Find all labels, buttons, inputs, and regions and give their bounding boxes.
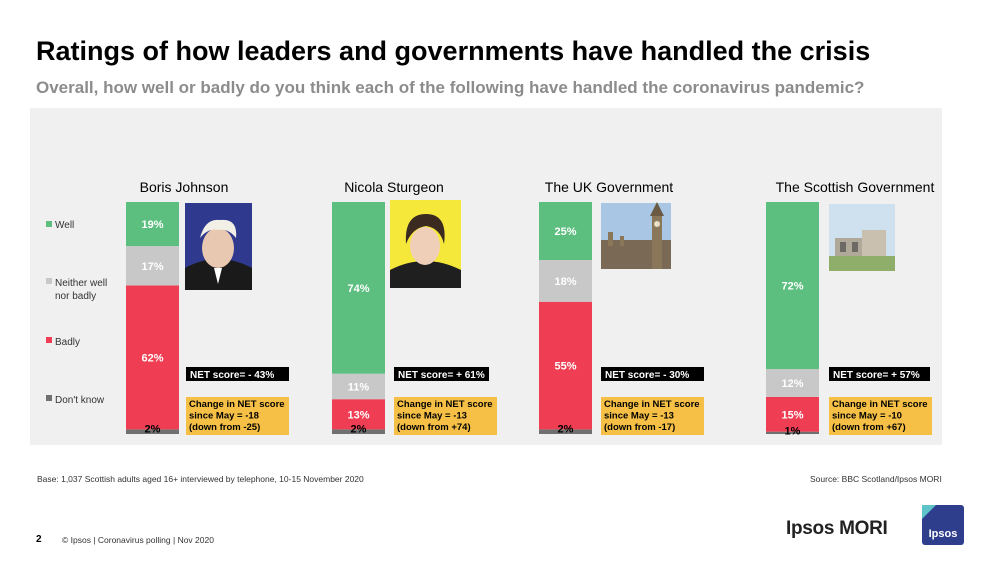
bar-segment-badly [766, 396, 819, 432]
data-label-badly: 13% [347, 409, 369, 421]
change-text: Change in NET score since May = -13 (dow… [604, 399, 702, 433]
bar-segment-badly [126, 285, 179, 430]
change-line-1: Change in NET score [397, 399, 493, 410]
net-score-box [186, 367, 289, 381]
change-line-3: (down from +67) [832, 422, 906, 433]
data-label-dont-know: 2% [558, 423, 574, 435]
footer-copyright: © Ipsos | Coronavirus polling | Nov 2020 [62, 535, 214, 545]
footer-source: Source: BBC Scotland/Ipsos MORI [810, 474, 942, 484]
bar-segment-badly [332, 399, 385, 430]
data-label-neither: 17% [141, 261, 163, 273]
data-label-well: 25% [554, 226, 576, 238]
net-score-text: NET score= - 30% [605, 370, 689, 381]
net-score-text: NET score= - 43% [190, 370, 274, 381]
change-line-1: Change in NET score [189, 399, 285, 410]
change-text: Change in NET score since May = -18 (dow… [189, 399, 287, 433]
bar-segment-well [766, 202, 819, 370]
net-score-text: NET score= + 61% [398, 370, 485, 381]
bar-segment-well [332, 202, 385, 374]
legend: Well Neither well nor badly Badly Don't … [46, 220, 110, 406]
group-boris-johnson: Boris Johnson 2% 62% 17% 19% NET score= … [126, 179, 289, 435]
change-line-3: (down from +74) [397, 422, 471, 433]
scottish-parliament-photo [829, 204, 895, 271]
bar-segment-badly [539, 301, 592, 430]
legend-swatch-badly [46, 337, 52, 343]
legend-label-badly: Badly [55, 337, 80, 348]
category-label: Boris Johnson [140, 179, 229, 195]
data-label-dont-know: 2% [351, 423, 367, 435]
data-label-badly: 15% [781, 409, 803, 421]
change-text: Change in NET score since May = -10 (dow… [832, 399, 930, 433]
legend-label-well: Well [55, 220, 74, 231]
westminster-photo [601, 202, 671, 269]
bar-segment-well [539, 202, 592, 260]
legend-label-neither-line1: Neither well [55, 278, 107, 289]
legend-swatch-well [46, 221, 52, 227]
net-score-box [829, 367, 930, 381]
change-line-1: Change in NET score [832, 399, 928, 410]
data-label-well: 72% [781, 281, 803, 293]
data-label-neither: 12% [781, 378, 803, 390]
page-number: 2 [36, 534, 42, 545]
legend-swatch-dont-know [46, 395, 52, 401]
bar-segment-dont-know [332, 429, 385, 434]
change-line-3: (down from -25) [189, 422, 260, 433]
data-label-neither: 11% [348, 381, 370, 393]
change-line-2: since May = -13 [604, 411, 674, 422]
bar-segment-dont-know [126, 429, 179, 434]
bar-segment-dont-know [766, 431, 819, 434]
change-line-2: since May = -18 [189, 411, 259, 422]
group-nicola-sturgeon: Nicola Sturgeon 2% 13% 11% 74% NET score… [332, 179, 497, 435]
legend-label-neither-line2: nor badly [55, 291, 96, 302]
ipsos-logo: Ipsos [922, 505, 964, 545]
change-text: Change in NET score since May = -13 (dow… [397, 399, 495, 433]
logo-text: Ipsos [928, 528, 958, 540]
net-score-text: NET score= + 57% [833, 370, 920, 381]
category-label: The Scottish Government [776, 179, 935, 195]
footer-base-note: Base: 1,037 Scottish adults aged 16+ int… [37, 474, 364, 484]
bar-segment-dont-know [539, 429, 592, 434]
change-box [601, 397, 704, 435]
category-label: The UK Government [545, 179, 673, 195]
change-line-2: since May = -13 [397, 411, 467, 422]
change-box [394, 397, 497, 435]
change-box [829, 397, 932, 435]
data-label-well: 74% [347, 283, 369, 295]
category-label: Nicola Sturgeon [344, 179, 444, 195]
data-label-dont-know: 2% [145, 423, 161, 435]
bar-segment-neither [332, 373, 385, 400]
change-box [186, 397, 289, 435]
legend-label-neither: Neither well nor badly [55, 278, 110, 302]
page-subtitle: Overall, how well or badly do you think … [36, 78, 865, 97]
legend-label-dont-know: Don't know [55, 395, 105, 406]
net-score-box [394, 367, 489, 381]
page-title: Ratings of how leaders and governments h… [36, 36, 871, 66]
data-label-dont-know: 1% [785, 426, 801, 438]
legend-swatch-neither [46, 278, 52, 284]
bar-segment-neither [766, 369, 819, 397]
net-score-box [601, 367, 704, 381]
nicola-sturgeon-photo [390, 200, 461, 288]
boris-johnson-photo [185, 203, 252, 290]
group-uk-government: The UK Government 2% 55% 18% 25% NET sco… [539, 179, 704, 435]
data-label-well: 19% [141, 219, 163, 231]
change-line-1: Change in NET score [604, 399, 700, 410]
bar-segment-neither [126, 246, 179, 286]
bar-segment-neither [539, 260, 592, 302]
brand-name: Ipsos MORI [786, 518, 888, 539]
data-label-neither: 18% [554, 276, 576, 288]
data-label-badly: 62% [141, 352, 163, 364]
data-label-badly: 55% [554, 361, 576, 373]
logo-corner [922, 505, 936, 519]
change-line-2: since May = -10 [832, 411, 902, 422]
group-scottish-government: The Scottish Government 1% 15% 12% 72% N… [766, 179, 934, 438]
change-line-3: (down from -17) [604, 422, 675, 433]
bar-segment-well [126, 202, 179, 247]
